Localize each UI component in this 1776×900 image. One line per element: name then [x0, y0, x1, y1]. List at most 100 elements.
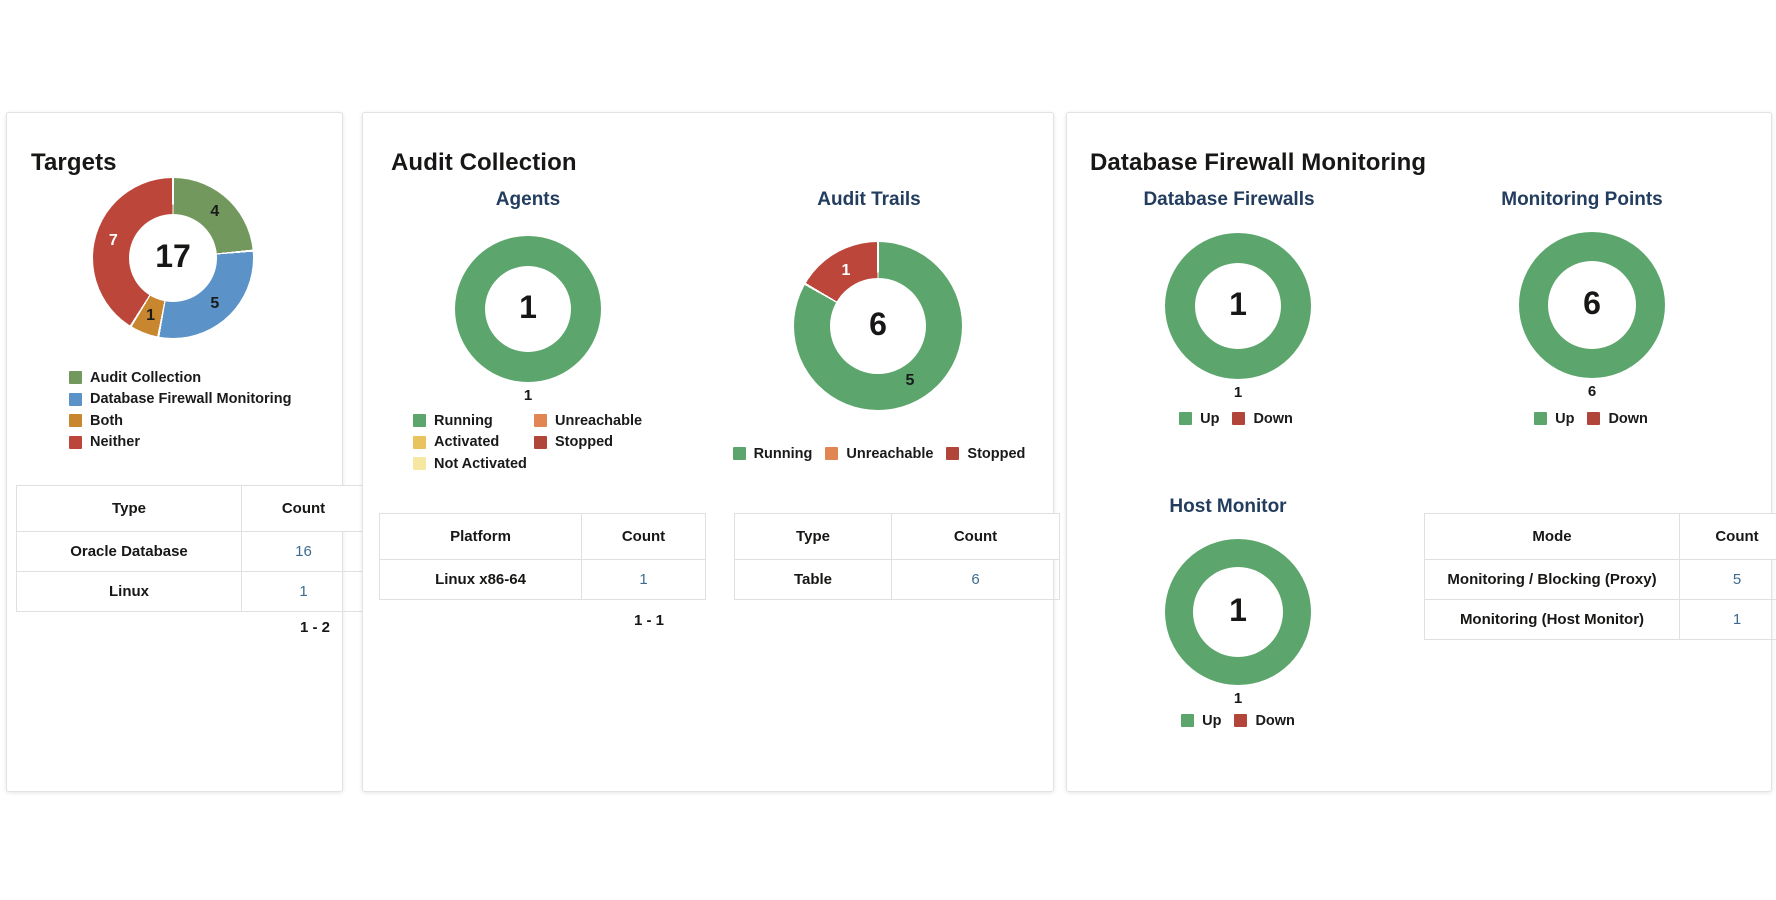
targets-legend: Audit Collection Database Firewall Monito… [69, 367, 291, 453]
legend-swatch-icon [413, 435, 426, 449]
legend-swatch-icon [69, 392, 82, 406]
legend-swatch-icon [1534, 412, 1548, 425]
donut-center-value: 1 [1229, 592, 1247, 629]
table-header-cell: Type [16, 485, 242, 532]
table-cell: Linux [16, 571, 242, 612]
legend-item: Running [732, 443, 812, 464]
audit-trails-table: Type Count Table 6 [734, 513, 1060, 600]
table-cell: Oracle Database [16, 531, 242, 572]
count-link[interactable]: 6 [891, 559, 1060, 600]
donut-slice-label: 5 [905, 372, 915, 390]
agents-pagination: 1 - 1 [633, 612, 664, 629]
legend-item: Audit Collection [69, 367, 291, 389]
table-row: Oracle Database 16 [16, 531, 366, 572]
legend-swatch-icon [732, 447, 746, 460]
donut-slice-label: 1 [841, 261, 851, 279]
audit-trails-donut-chart[interactable]: 6 5 1 [794, 242, 962, 410]
legend-label: Activated [434, 434, 500, 451]
table-row: Table 6 [734, 559, 1060, 600]
legend-label: Running [434, 412, 493, 429]
donut-center-value: 6 [869, 306, 887, 343]
legend-label: Up [1555, 410, 1575, 427]
audit-trails-chart-title: Audit Trails [817, 189, 921, 210]
legend-swatch-icon [1181, 714, 1195, 727]
legend-label: Neither [90, 434, 140, 451]
count-link[interactable]: 1 [1679, 599, 1776, 640]
count-link[interactable]: 1 [581, 559, 706, 600]
table-row: Linux 1 [16, 571, 366, 612]
legend-swatch-icon [1232, 412, 1246, 425]
table-header-cell: Platform [379, 513, 582, 560]
monitoring-points-legend: Up Down [1441, 408, 1741, 429]
legend-item: Unreachable [534, 410, 642, 432]
targets-card-title: Targets [31, 148, 117, 176]
donut-total-label: 1 [1233, 384, 1243, 401]
legend-label: Stopped [967, 445, 1026, 462]
donut-slice-label: 7 [108, 232, 118, 250]
donut-center-value: 17 [155, 238, 191, 275]
legend-item: Activated [413, 432, 534, 454]
table-cell: Monitoring (Host Monitor) [1424, 599, 1680, 640]
legend-swatch-icon [946, 447, 960, 460]
count-link[interactable]: 16 [241, 531, 366, 572]
legend-swatch-icon [1179, 412, 1193, 425]
donut-hole [830, 278, 926, 374]
donut-hole [485, 266, 571, 352]
legend-label: Up [1200, 410, 1220, 427]
legend-item: Stopped [534, 432, 642, 454]
table-header-cell: Count [581, 513, 706, 560]
legend-label: Not Activated [434, 455, 527, 472]
legend-label: Database Firewall Monitoring [90, 391, 292, 408]
audit-trails-legend: Running Unreachable Stopped [724, 443, 1034, 464]
targets-pagination: 1 - 2 [299, 619, 330, 636]
legend-item: Running [413, 410, 534, 432]
legend-label: Both [90, 412, 124, 429]
database-firewalls-legend: Up Down [1086, 408, 1386, 429]
legend-swatch-icon [413, 414, 426, 428]
data-table: Mode Count Monitoring / Blocking (Proxy) 5 M… [1424, 513, 1776, 640]
legend-label: Down [1253, 410, 1293, 427]
donut-total-label: 6 [1587, 383, 1597, 400]
table-header-cell: Count [1679, 513, 1776, 560]
legend-item: Both [69, 410, 291, 432]
legend-item: Up [1179, 408, 1219, 429]
donut-center-value: 6 [1583, 285, 1601, 322]
targets-donut-chart[interactable]: 17 4 5 1 7 [93, 178, 253, 338]
legend-swatch-icon [825, 447, 839, 460]
db-firewall-monitoring-card: Database Firewall Monitoring Database Fi… [1066, 112, 1776, 792]
table-header-cell: Mode [1424, 513, 1680, 560]
table-header-row: Type Count [734, 513, 1060, 560]
donut-total-label: 1 [1233, 690, 1243, 707]
data-table: Type Count Oracle Database 16 Linux 1 [16, 485, 366, 612]
db-firewall-monitoring-card-title: Database Firewall Monitoring [1090, 148, 1427, 176]
donut-slice-label: 4 [210, 203, 220, 221]
legend-label: Unreachable [555, 412, 643, 429]
legend-item: Up [1181, 710, 1221, 731]
legend-item: Down [1587, 408, 1648, 429]
table-row: Monitoring (Host Monitor) 1 [1424, 599, 1776, 640]
legend-swatch-icon [69, 371, 82, 385]
legend-item: Database Firewall Monitoring [69, 389, 291, 411]
table-header-cell: Count [891, 513, 1060, 560]
donut-center-value: 1 [1229, 286, 1247, 323]
donut-total-label: 1 [523, 387, 533, 404]
monitoring-mode-table: Mode Count Monitoring / Blocking (Proxy) 5 M… [1424, 513, 1776, 640]
legend-item: Stopped [946, 443, 1025, 464]
count-link[interactable]: 1 [241, 571, 366, 612]
host-monitor-legend: Up Down [1088, 710, 1388, 731]
table-header-row: Type Count [16, 485, 366, 532]
count-link[interactable]: 5 [1679, 559, 1776, 600]
legend-swatch-icon [1587, 412, 1601, 425]
legend-swatch-icon [534, 435, 547, 449]
donut-hole [1193, 567, 1283, 657]
legend-item: Not Activated [413, 453, 534, 475]
targets-card: Targets 17 4 5 1 7 Audit Collection Database … [6, 112, 366, 792]
legend-swatch-icon [69, 414, 82, 428]
legend-item: Down [1232, 408, 1293, 429]
